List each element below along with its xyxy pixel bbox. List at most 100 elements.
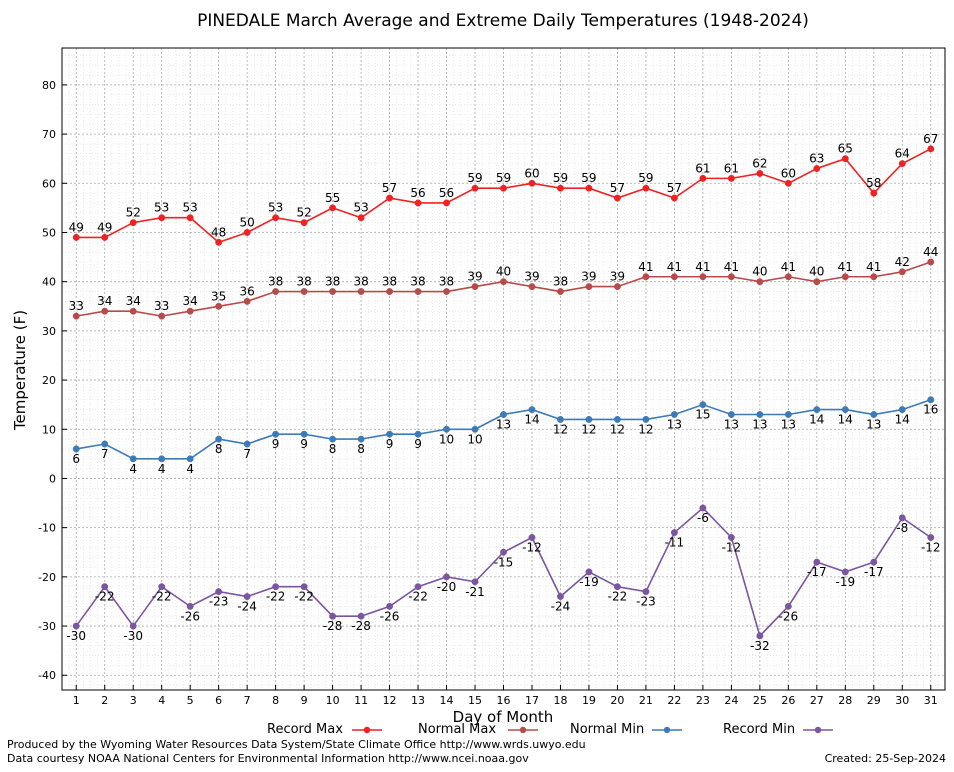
data-point — [557, 415, 564, 423]
data-label: -28 — [323, 619, 343, 633]
data-label: 4 — [186, 462, 194, 476]
data-point — [756, 632, 764, 640]
data-label: 33 — [154, 299, 169, 313]
data-point — [898, 514, 906, 522]
data-label: -22 — [294, 590, 314, 604]
data-label: 13 — [781, 418, 796, 432]
data-label: 57 — [382, 181, 397, 195]
data-label: 14 — [895, 413, 910, 427]
data-point — [870, 189, 878, 197]
data-label: -22 — [608, 590, 628, 604]
data-point — [670, 194, 678, 202]
data-point — [443, 199, 450, 207]
legend-label: Record Min — [723, 722, 795, 737]
data-label: 16 — [923, 403, 938, 417]
data-point — [329, 204, 337, 212]
x-axis-tick-label: 28 — [838, 694, 852, 707]
data-point — [585, 415, 593, 423]
x-axis-tick-label: 20 — [610, 694, 624, 707]
data-point — [699, 504, 707, 512]
data-label: 40 — [752, 265, 767, 279]
data-label: 39 — [467, 270, 482, 284]
x-axis-tick-label: 15 — [468, 694, 482, 707]
data-label: 48 — [211, 225, 226, 239]
data-label: -20 — [437, 580, 457, 594]
data-point — [500, 548, 507, 556]
data-label: -26 — [380, 609, 400, 623]
data-point — [727, 411, 735, 418]
data-point — [670, 529, 678, 537]
y-axis-tick-label: 70 — [42, 128, 56, 141]
data-point — [927, 258, 935, 266]
data-label: 38 — [353, 275, 368, 289]
data-point — [158, 214, 166, 222]
data-point — [898, 160, 906, 168]
legend-marker — [363, 726, 371, 734]
data-label: 12 — [638, 422, 653, 436]
data-label: 33 — [69, 299, 84, 313]
y-axis-tick-label: 10 — [42, 423, 56, 436]
data-label: -26 — [180, 609, 200, 623]
y-axis-tick-label: 0 — [49, 472, 56, 485]
data-point — [443, 573, 450, 581]
data-label: 65 — [838, 142, 853, 156]
data-label: -17 — [864, 565, 884, 579]
data-point — [500, 411, 507, 418]
data-point — [386, 194, 394, 202]
data-label: 38 — [268, 275, 283, 289]
data-label: 38 — [410, 275, 425, 289]
data-label: 53 — [154, 201, 169, 215]
data-label: 39 — [610, 270, 625, 284]
data-point — [500, 278, 507, 286]
x-axis-tick-label: 16 — [497, 694, 511, 707]
data-label: 57 — [610, 181, 625, 195]
data-label: -19 — [579, 575, 599, 589]
data-label: -28 — [351, 619, 371, 633]
footer-data-courtesy: Data courtesy NOAA National Centers for … — [7, 752, 529, 765]
data-label: -19 — [836, 575, 856, 589]
data-point — [557, 184, 564, 192]
data-label: -23 — [209, 595, 229, 609]
data-point — [443, 288, 450, 295]
data-label: 4 — [158, 462, 166, 476]
data-point — [613, 283, 621, 291]
data-label: 40 — [809, 265, 824, 279]
data-point — [528, 283, 536, 291]
data-point — [272, 583, 280, 591]
data-point — [414, 199, 422, 207]
data-point — [784, 179, 792, 187]
data-point — [613, 583, 621, 591]
data-point — [841, 155, 849, 163]
x-axis-tick-label: 3 — [130, 694, 137, 707]
data-label: 8 — [215, 442, 223, 456]
data-point — [528, 534, 536, 541]
data-label: 12 — [553, 422, 568, 436]
data-point — [528, 179, 536, 187]
footer-created-date: Created: 25-Sep-2024 — [825, 752, 946, 765]
data-point — [186, 455, 194, 463]
data-label: 41 — [638, 260, 653, 274]
data-point — [72, 233, 80, 241]
data-point — [898, 406, 906, 414]
y-axis-tick-label: -10 — [38, 522, 56, 535]
data-label: 40 — [496, 265, 511, 279]
data-point — [699, 174, 707, 182]
data-point — [727, 534, 735, 541]
data-label: 59 — [496, 171, 511, 185]
data-point — [414, 430, 422, 438]
data-label: -22 — [95, 590, 115, 604]
data-label: 9 — [300, 437, 308, 451]
data-label: -11 — [665, 536, 685, 550]
data-label: 12 — [610, 422, 625, 436]
data-label: -17 — [807, 565, 827, 579]
data-point — [357, 435, 365, 443]
data-point — [613, 194, 621, 202]
data-label: 59 — [638, 171, 653, 185]
data-point — [699, 401, 707, 409]
x-axis-tick-label: 22 — [667, 694, 681, 707]
data-label: -24 — [551, 600, 571, 614]
data-point — [927, 145, 935, 153]
data-point — [300, 583, 308, 591]
data-label: 6 — [72, 452, 80, 466]
